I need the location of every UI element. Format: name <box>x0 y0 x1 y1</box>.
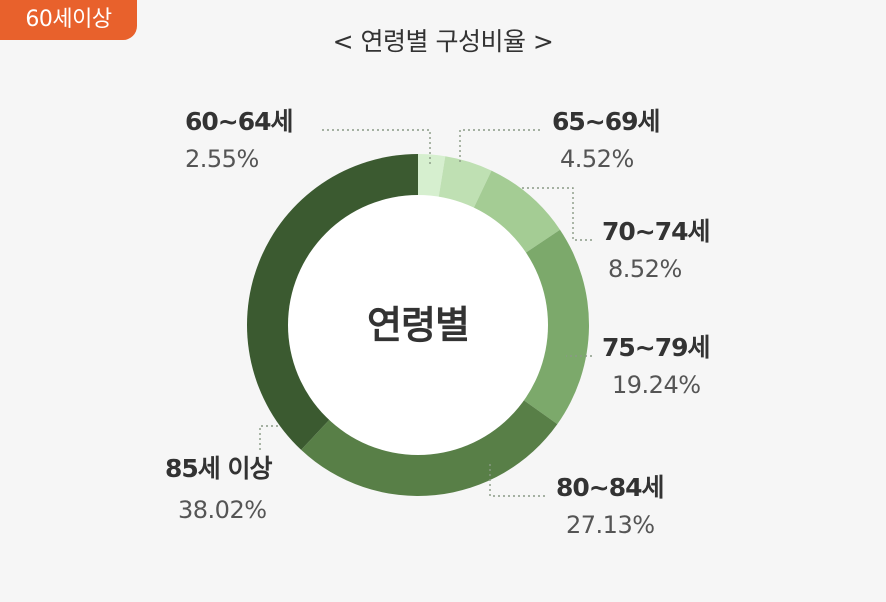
leader-line-0 <box>322 129 431 165</box>
slice-value-5: 38.02% <box>178 496 267 524</box>
donut-hole <box>288 195 548 455</box>
leader-line-1 <box>459 129 540 165</box>
slice-value-4: 27.13% <box>566 511 655 539</box>
leader-line-2 <box>520 187 592 241</box>
slice-value-3: 19.24% <box>612 371 701 399</box>
slice-labels: 60~64세 2.55% 65~69세 4.52% 70~74세 8.52% 75~79세 1… <box>165 107 711 539</box>
slice-label-2: 70~74세 <box>602 217 710 246</box>
slice-label-5: 85세 이상 <box>165 454 272 483</box>
slice-label-1: 65~69세 <box>552 107 660 136</box>
slice-value-1: 4.52% <box>560 145 634 173</box>
chart-title: < 연령별 구성비율 > <box>332 27 554 56</box>
leader-line-5 <box>259 425 280 450</box>
slice-label-3: 75~79세 <box>602 333 710 362</box>
slice-label-4: 80~84세 <box>556 473 664 502</box>
center-label: 연령별 <box>367 303 469 347</box>
leader-lines <box>259 129 592 497</box>
slice-value-0: 2.55% <box>185 145 259 173</box>
slice-label-0: 60~64세 <box>185 107 293 136</box>
leader-line-4 <box>489 462 545 497</box>
slice-value-2: 8.52% <box>608 255 682 283</box>
age-group-badge: 60세이상 <box>0 0 137 40</box>
